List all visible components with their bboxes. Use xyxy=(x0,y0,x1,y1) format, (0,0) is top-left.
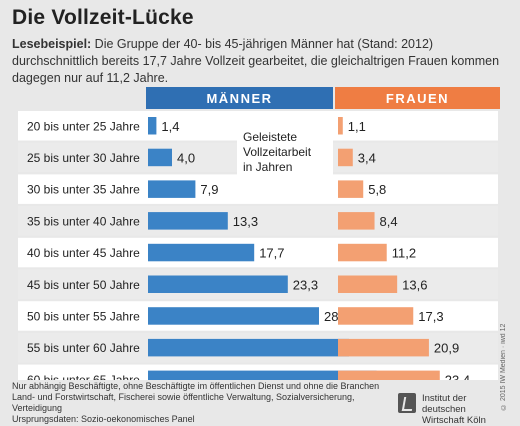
category-label: 20 bis unter 25 Jahre xyxy=(27,119,140,133)
bar-maenner xyxy=(148,148,172,167)
value-label-frauen: 13,6 xyxy=(402,277,427,292)
bar-maenner xyxy=(148,370,377,380)
value-label-frauen: 5,8 xyxy=(368,182,386,197)
lead-text: Lesebeispiel: Die Gruppe der 40- bis 45-… xyxy=(12,36,512,87)
bar-maenner xyxy=(148,117,157,135)
bar-frauen xyxy=(338,275,398,293)
lead-label: Lesebeispiel: xyxy=(12,37,92,51)
value-label-maenner: 4,0 xyxy=(177,150,195,165)
bar-maenner xyxy=(148,275,288,293)
bar-frauen xyxy=(338,117,343,135)
bar-maenner xyxy=(148,243,255,262)
value-label-frauen: 8,4 xyxy=(380,214,398,229)
annotation-text: Geleistete xyxy=(243,130,297,144)
bar-chart: MÄNNER FRAUEN 20 bis unter 25 Jahre 1,4 1,1 2… xyxy=(18,87,500,380)
category-label: 40 bis unter 45 Jahre xyxy=(27,246,140,260)
source-note: Nur abhängig Beschäftigte, ohne Beschäft… xyxy=(12,381,392,425)
bar-frauen xyxy=(338,180,364,198)
annotation-text: in Jahren xyxy=(243,160,292,174)
value-label-frauen: 23,4 xyxy=(445,372,470,380)
bar-frauen xyxy=(338,243,387,262)
bar-maenner xyxy=(148,180,196,198)
bar-frauen xyxy=(338,212,375,230)
value-label-maenner: 7,9 xyxy=(200,182,218,197)
value-label-frauen: 20,9 xyxy=(434,341,459,356)
value-label-frauen: 1,1 xyxy=(348,119,366,134)
bar-frauen xyxy=(338,148,353,167)
source-line: Nur abhängig Beschäftigte, ohne Beschäft… xyxy=(12,381,380,413)
header-bg-frauen xyxy=(335,87,500,109)
category-label: 30 bis unter 35 Jahre xyxy=(27,183,140,197)
annotation-box xyxy=(237,124,333,180)
bar-maenner xyxy=(148,212,228,230)
iw-logo: Institut der deutschen Wirtschaft Köln xyxy=(398,390,508,426)
bar-frauen xyxy=(338,307,414,325)
value-label-maenner: 23,3 xyxy=(293,277,318,292)
value-label-frauen: 11,2 xyxy=(392,246,416,261)
bar-maenner xyxy=(148,338,349,357)
category-label: 50 bis unter 55 Jahre xyxy=(27,309,140,323)
annotation-text: Vollzeitarbeit xyxy=(243,145,312,159)
table-row xyxy=(18,237,498,268)
logo-text: Institut der deutschen Wirtschaft Köln xyxy=(422,393,486,426)
iw-logo-icon xyxy=(398,393,416,413)
header-bg-maenner xyxy=(146,87,333,109)
value-label-maenner: 13,3 xyxy=(233,214,258,229)
value-label-frauen: 17,3 xyxy=(418,309,443,324)
copyright-note: © 2015 IW Medien · iwd 12 xyxy=(500,323,507,410)
source-line: Ursprungsdaten: Sozio-oekonomisches Pane… xyxy=(12,414,195,424)
bar-frauen xyxy=(338,370,440,380)
value-label-frauen: 3,4 xyxy=(358,150,376,165)
value-label-maenner: 17,7 xyxy=(259,246,284,261)
header-maenner: MÄNNER xyxy=(206,91,272,106)
bar-frauen xyxy=(338,338,429,357)
category-label: 25 bis unter 30 Jahre xyxy=(27,151,140,165)
bar-maenner xyxy=(148,307,319,325)
chart-title: Die Vollzeit-Lücke xyxy=(12,6,194,29)
header-frauen: FRAUEN xyxy=(386,91,449,106)
category-label: 35 bis unter 40 Jahre xyxy=(27,214,140,228)
category-label: 45 bis unter 50 Jahre xyxy=(27,278,140,292)
lead-body: Die Gruppe der 40- bis 45-jährigen Männe… xyxy=(12,37,500,85)
table-row xyxy=(18,206,498,236)
category-label: 60 bis unter 65 Jahre xyxy=(27,373,140,380)
category-label: 55 bis unter 60 Jahre xyxy=(27,341,140,355)
value-label-maenner: 1,4 xyxy=(161,119,179,134)
